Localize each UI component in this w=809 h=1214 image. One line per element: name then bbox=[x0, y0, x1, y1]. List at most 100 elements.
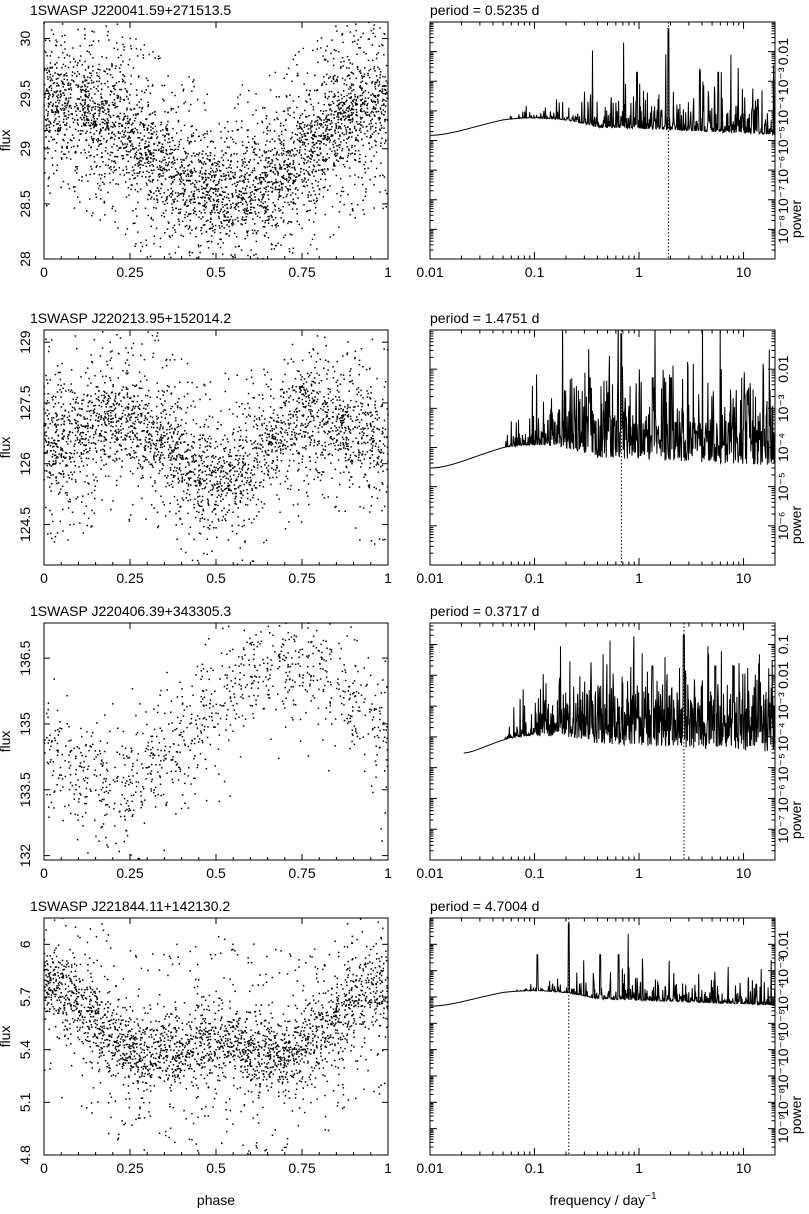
data-point bbox=[374, 407, 377, 409]
data-point bbox=[189, 251, 191, 253]
data-point bbox=[325, 118, 327, 120]
data-point bbox=[197, 159, 200, 161]
data-point bbox=[157, 174, 160, 176]
data-point bbox=[90, 119, 93, 121]
data-point bbox=[264, 219, 267, 222]
data-point bbox=[228, 378, 230, 380]
data-point bbox=[164, 139, 166, 141]
data-point bbox=[374, 88, 377, 90]
data-point bbox=[344, 447, 347, 450]
data-point bbox=[288, 176, 290, 178]
data-point bbox=[210, 235, 213, 237]
data-point bbox=[235, 478, 238, 480]
data-point bbox=[298, 127, 301, 130]
data-point bbox=[155, 227, 158, 230]
data-point bbox=[215, 190, 217, 192]
data-point bbox=[139, 148, 142, 150]
data-point bbox=[211, 187, 214, 190]
data-point bbox=[265, 452, 267, 454]
data-point bbox=[84, 438, 86, 441]
data-point bbox=[251, 229, 254, 231]
data-point bbox=[253, 141, 256, 143]
data-point bbox=[235, 503, 238, 505]
data-point bbox=[92, 141, 94, 144]
data-point bbox=[134, 155, 136, 158]
data-point bbox=[241, 218, 243, 221]
data-point bbox=[319, 147, 321, 149]
data-point bbox=[46, 146, 49, 148]
data-point bbox=[111, 146, 113, 148]
data-point bbox=[255, 143, 257, 145]
data-point bbox=[220, 137, 222, 139]
data-point bbox=[361, 94, 363, 97]
data-point bbox=[52, 417, 55, 419]
data-point bbox=[134, 427, 137, 430]
data-point bbox=[162, 149, 164, 152]
data-point bbox=[349, 370, 351, 372]
data-point bbox=[280, 244, 282, 246]
data-point bbox=[126, 143, 129, 145]
data-point bbox=[75, 102, 77, 105]
data-point bbox=[214, 211, 216, 214]
data-point bbox=[234, 500, 236, 503]
data-point bbox=[292, 58, 295, 61]
data-point bbox=[151, 196, 153, 198]
data-point bbox=[153, 192, 155, 194]
data-point bbox=[45, 431, 47, 433]
data-point bbox=[354, 145, 356, 147]
data-point bbox=[364, 161, 367, 163]
data-point bbox=[256, 154, 258, 156]
data-point bbox=[153, 158, 156, 160]
data-point bbox=[316, 456, 319, 459]
data-point bbox=[89, 53, 92, 56]
data-point bbox=[254, 135, 256, 138]
data-point bbox=[224, 175, 226, 177]
data-point bbox=[195, 171, 197, 173]
data-point bbox=[312, 415, 314, 417]
data-point bbox=[385, 105, 387, 107]
data-point bbox=[133, 457, 136, 459]
data-point bbox=[80, 437, 83, 440]
data-point bbox=[129, 141, 131, 143]
data-point bbox=[80, 55, 82, 57]
data-point bbox=[85, 111, 87, 113]
data-point bbox=[279, 389, 282, 391]
data-point bbox=[197, 188, 200, 190]
data-point bbox=[49, 192, 51, 194]
data-point bbox=[210, 171, 212, 173]
data-point bbox=[78, 466, 80, 468]
data-point bbox=[307, 390, 309, 392]
data-point bbox=[177, 192, 179, 194]
data-point bbox=[179, 212, 181, 215]
data-point bbox=[292, 415, 294, 418]
data-point bbox=[171, 148, 173, 151]
data-point bbox=[47, 90, 49, 92]
data-point bbox=[102, 126, 104, 129]
data-point bbox=[164, 111, 166, 113]
data-point bbox=[160, 150, 162, 152]
data-point bbox=[256, 215, 259, 218]
data-point bbox=[256, 204, 259, 206]
data-point bbox=[164, 135, 166, 137]
data-point bbox=[249, 209, 252, 211]
data-point bbox=[298, 123, 301, 125]
data-point bbox=[278, 154, 280, 156]
data-point bbox=[368, 69, 370, 72]
data-point bbox=[89, 112, 91, 115]
data-point bbox=[201, 513, 203, 516]
data-point bbox=[209, 141, 212, 143]
data-point bbox=[124, 130, 127, 132]
data-point bbox=[101, 97, 103, 99]
data-point bbox=[169, 256, 172, 259]
data-point bbox=[310, 130, 313, 132]
data-point bbox=[49, 423, 51, 425]
data-point bbox=[112, 179, 114, 181]
data-point bbox=[263, 178, 265, 181]
data-point bbox=[48, 140, 50, 142]
data-point bbox=[356, 66, 359, 68]
data-point bbox=[77, 85, 80, 87]
data-point bbox=[120, 445, 122, 447]
data-point bbox=[231, 196, 234, 198]
data-point bbox=[83, 76, 86, 79]
data-point bbox=[351, 117, 354, 119]
